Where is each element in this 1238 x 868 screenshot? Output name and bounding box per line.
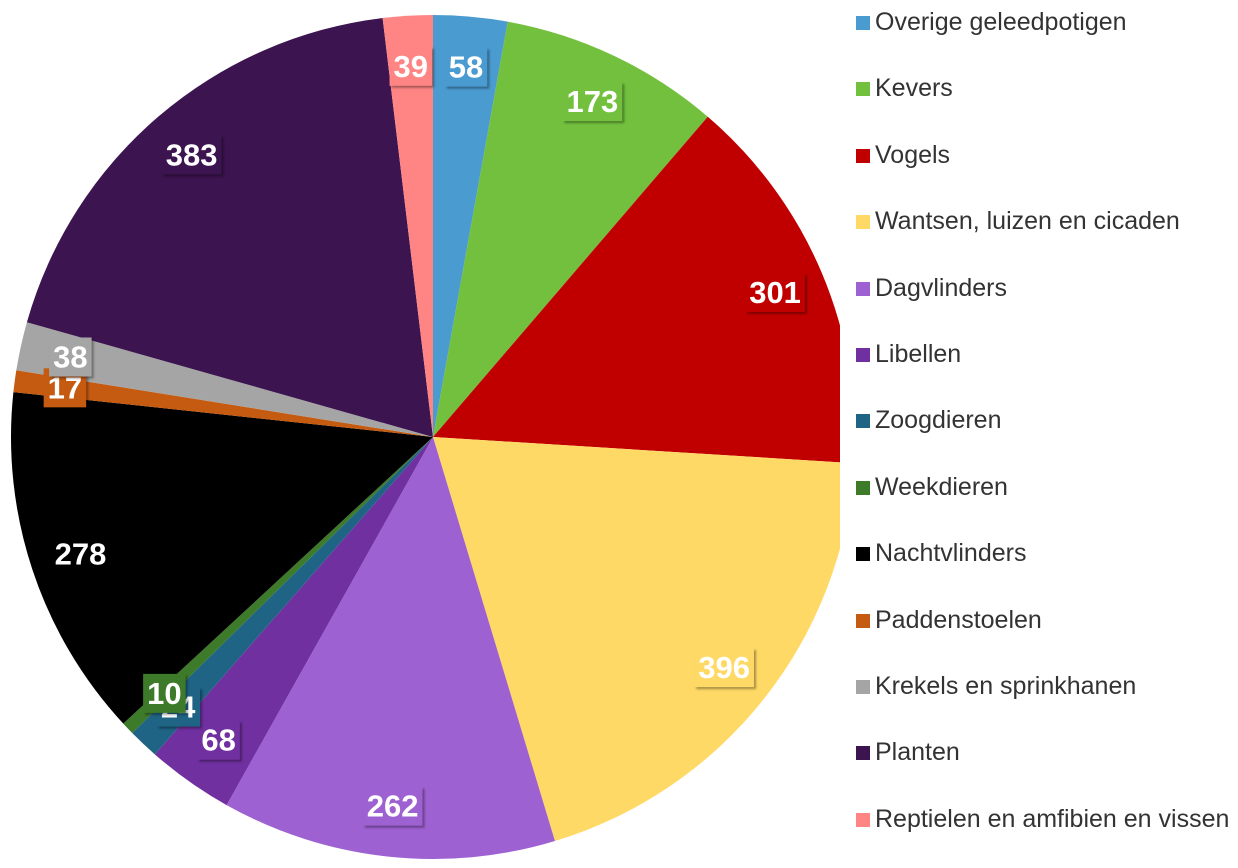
pie-slice [26,18,434,437]
data-label-text: 383 [166,137,218,172]
legend-swatch [856,480,870,495]
pie-slice [16,322,433,437]
legend-swatch [856,547,870,562]
data-label: 262 [362,786,423,826]
legend-item: Vogels [856,140,950,171]
data-label-box [694,648,754,688]
data-label-box [389,46,433,86]
legend-label: Planten [875,738,960,767]
data-label-text: 278 [55,536,107,571]
legend-label: Weekdieren [875,472,1008,501]
legend-item: Libellen [856,339,961,370]
data-label-text: 10 [147,676,181,711]
legend-swatch [856,812,870,827]
legend-label: Nachtvlinders [875,539,1027,568]
pie-slice [132,437,433,755]
data-label-box [143,673,186,713]
data-label: 39 [389,46,433,86]
legend-item: Overige geleedpotigen [856,7,1127,38]
data-label-text: 39 [394,49,428,84]
legend-label: Libellen [875,340,962,368]
legend-swatch [856,16,870,30]
legend-item: Zoogdieren [856,405,1001,436]
pie-slice [433,15,508,437]
pie-slice [433,437,840,841]
data-label-box [562,82,623,122]
legend-label: Krekels en sprinkhanen [875,672,1137,700]
data-label-text: 68 [201,723,235,758]
legend-item: Krekels en sprinkhanen [856,671,1136,702]
legend-swatch [856,414,870,429]
data-label-text: 262 [367,789,419,824]
data-label-box [197,720,240,760]
legend-label: Zoogdieren [875,406,1002,435]
data-label-box [161,135,222,175]
legend-item: Weekdieren [856,472,1008,503]
legend-item: Nachtvlinders [856,538,1026,569]
legend-label: Dagvlinders [875,273,1008,302]
legend-swatch [856,281,870,296]
legend-swatch [856,215,870,230]
legend-swatch [856,613,870,628]
data-label: 38 [49,337,92,377]
data-label-box [362,786,423,826]
data-label-box [745,272,805,312]
legend-label: Wantsen, luizen en cicaden [875,207,1180,236]
data-label: 58 [444,47,488,87]
legend-item: Kevers [856,73,953,104]
pie-slice [10,392,434,724]
data-label: 301 [745,272,805,312]
legend-swatch [856,348,870,362]
chart: 58173301396262682410278173838339 [10,15,840,859]
data-label: 278 [50,534,111,574]
data-label-box [444,47,488,87]
data-label: 173 [562,82,623,122]
legend-swatch [856,82,870,97]
legend-swatch [856,680,870,694]
data-label-text: 301 [749,275,801,310]
legend-item: Paddenstoelen [856,605,1042,636]
data-label: 10 [143,673,186,713]
legend-swatch [856,148,870,163]
pie-slice [433,116,840,463]
data-label: 68 [197,720,240,760]
data-label: 396 [694,648,754,688]
pie-slice [382,15,433,437]
legend-label: Reptielen en amfibien en vissen [875,804,1230,833]
legend-label: Paddenstoelen [875,605,1042,634]
legend-label: Overige geleedpotigen [875,8,1127,36]
legend-label: Kevers [875,74,953,103]
pie-slice [123,437,434,733]
data-label-text: 173 [566,84,618,119]
data-label: 383 [161,135,222,175]
pie-slice [154,437,433,806]
legend-label: Vogels [875,140,951,169]
data-label-text: 58 [449,50,483,85]
legend-swatch [856,746,870,761]
data-label-box [49,337,92,377]
pie-slice [226,437,555,859]
legend-item: Planten [856,737,960,768]
legend-item: Reptielen en amfibien en vissen [856,804,1229,835]
legend-item: Dagvlinders [856,273,1007,304]
pie-slice [433,21,708,438]
data-label-text: 396 [698,650,750,685]
pie-slice [13,370,433,437]
data-label-box [50,534,111,574]
legend-item: Wantsen, luizen en cicaden [856,206,1180,237]
data-label-text: 38 [53,339,87,374]
